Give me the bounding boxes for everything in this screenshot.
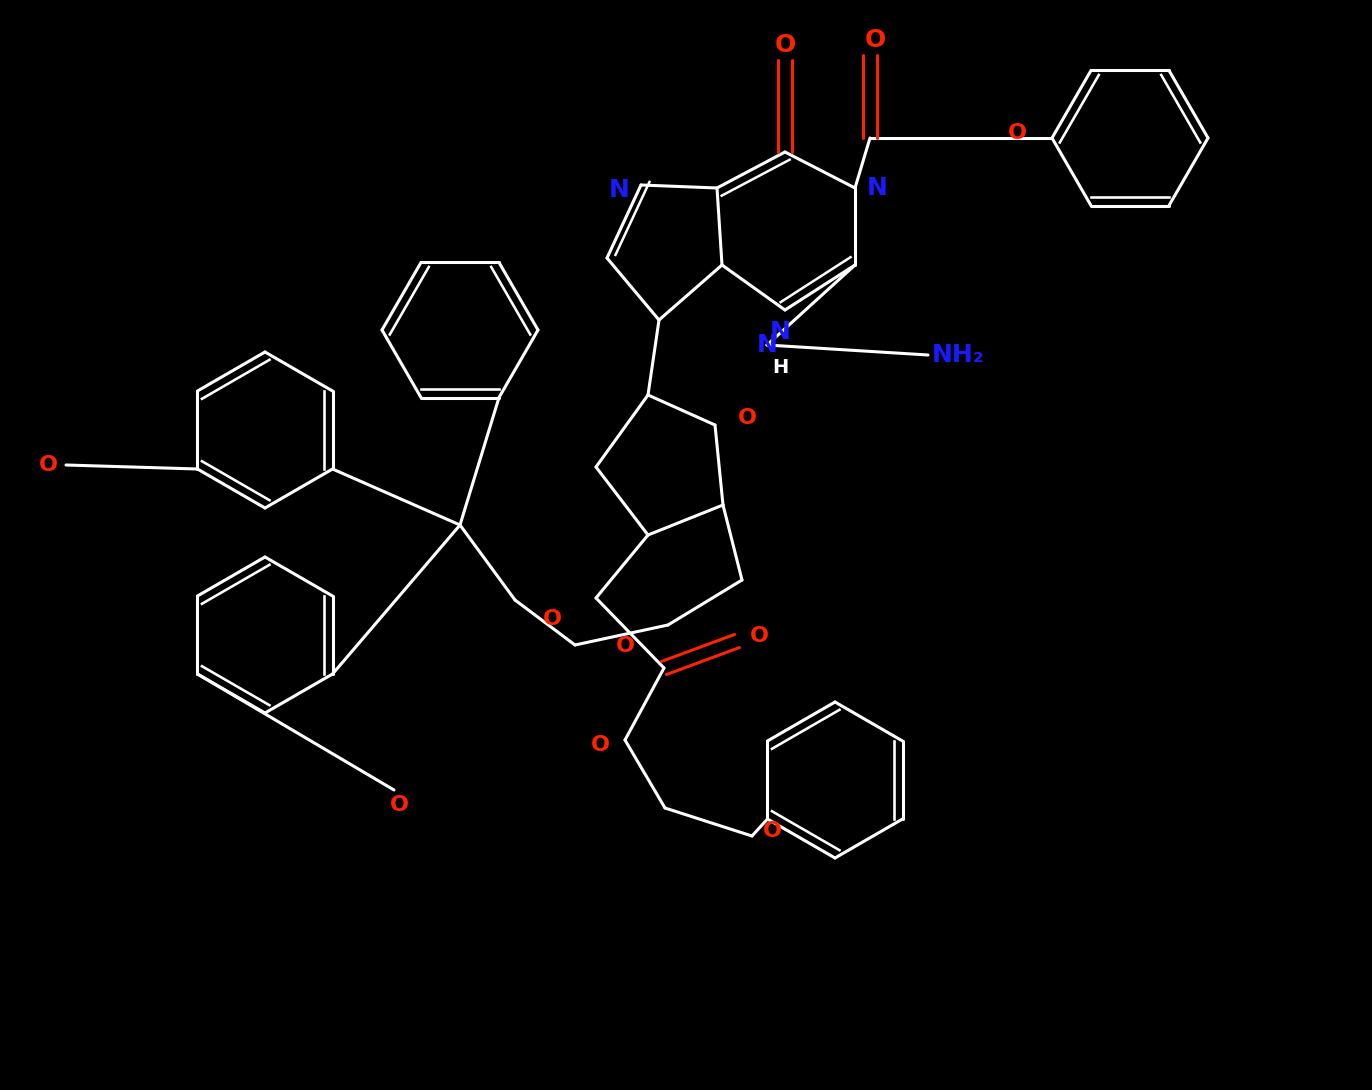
Text: O: O [590,735,609,755]
Text: O: O [1007,123,1026,143]
Text: O: O [390,795,409,815]
Text: N: N [756,334,778,358]
Text: O: O [763,821,782,841]
Text: N: N [770,320,790,344]
Text: O: O [864,28,885,52]
Text: N: N [609,178,630,202]
Text: O: O [774,33,796,57]
Text: O: O [616,635,634,656]
Text: N: N [867,175,888,199]
Text: O: O [38,455,58,475]
Text: O: O [749,626,768,646]
Text: O: O [542,609,561,629]
Text: H: H [772,358,788,376]
Text: O: O [738,408,756,428]
Text: NH₂: NH₂ [932,343,984,367]
